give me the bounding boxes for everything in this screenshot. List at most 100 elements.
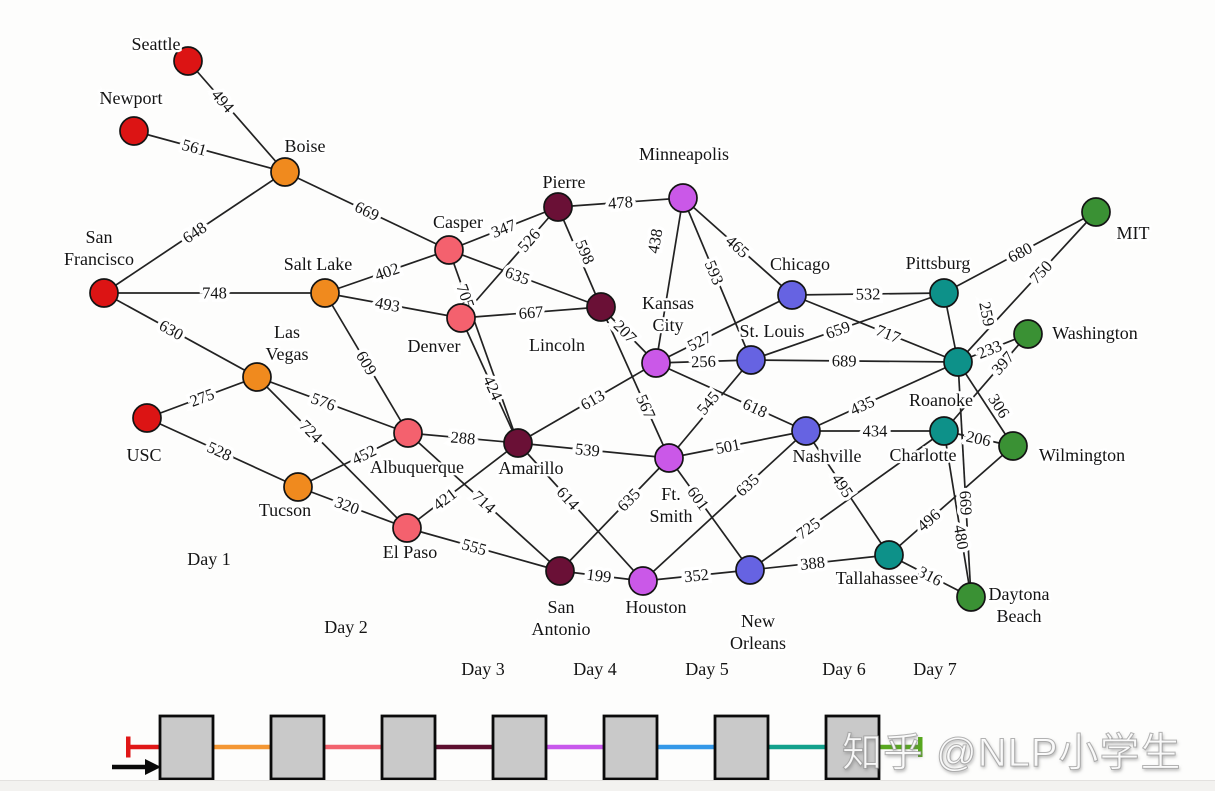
- city-node-no: [735, 555, 765, 585]
- edge-distance: 352: [683, 565, 710, 586]
- city-node-lv: [242, 362, 272, 392]
- city-label-new: Newport: [100, 88, 163, 108]
- edge-distance: 680: [1005, 238, 1036, 266]
- city-node-was: [1013, 319, 1043, 349]
- city-label-cha: Charlotte: [890, 445, 957, 465]
- edge-distance: 421: [429, 484, 460, 514]
- city-label-sf: Francisco: [64, 249, 134, 269]
- edge-new-boi: [133, 130, 286, 173]
- edge-min-stl: [682, 197, 752, 361]
- edge-distance: 526: [514, 225, 545, 256]
- edge-ep-ama: [406, 442, 519, 529]
- edge-chi-pit: [791, 292, 945, 296]
- city-node-pit: [929, 278, 959, 308]
- edge-tuc-ep: [297, 486, 408, 529]
- city-label-sa: Antonio: [531, 619, 590, 639]
- edge-distance: 438: [644, 227, 667, 254]
- edge-den-lin: [460, 306, 602, 319]
- city-label-ama: Amarillo: [499, 458, 564, 478]
- edge-distance: 402: [372, 258, 402, 284]
- city-node-slc: [310, 278, 340, 308]
- edge-distance: 320: [332, 492, 362, 518]
- city-label-pit: Pittsburg: [906, 253, 971, 273]
- city-node-ep: [392, 513, 422, 543]
- city-node-sf: [89, 278, 119, 308]
- edge-fts-no: [668, 457, 751, 571]
- edge-nas-tal: [805, 430, 890, 556]
- edge-kc-stl: [655, 359, 752, 364]
- city-node-cha: [929, 416, 959, 446]
- edge-fts-sa: [559, 457, 670, 572]
- city-label-kc: City: [652, 315, 683, 335]
- edge-distance: 316: [915, 562, 946, 590]
- city-label-cas: Casper: [433, 212, 483, 232]
- edge-stl-roa: [750, 359, 959, 363]
- city-label-fts: Ft.: [661, 484, 681, 504]
- city-node-sea: [173, 46, 203, 76]
- city-node-tuc: [283, 472, 313, 502]
- edge-cha-dab: [943, 430, 972, 598]
- edge-hou-no: [642, 569, 751, 582]
- edge-min-kc: [655, 197, 684, 364]
- edge-distance: 347: [489, 215, 519, 242]
- chain-end-terminator: [918, 737, 923, 757]
- edge-was-cha: [943, 333, 1029, 432]
- edge-roa-wil: [957, 361, 1014, 447]
- edge-chi-roa: [791, 294, 959, 363]
- city-label-wil: Wilmington: [1039, 445, 1125, 465]
- edge-pit-mit: [943, 211, 1097, 294]
- edge-no-tal: [749, 554, 890, 571]
- edge-tuc-alb: [297, 432, 409, 488]
- day-label-5: Day 5: [685, 659, 729, 679]
- edge-usc-tuc: [146, 417, 299, 488]
- city-label-min: Minneapolis: [639, 144, 729, 164]
- edge-distance: 435: [847, 392, 877, 420]
- edge-distance: 388: [799, 552, 826, 574]
- edge-pie-den: [460, 206, 559, 319]
- city-label-boi: Boise: [284, 136, 325, 156]
- edge-hou-nas: [642, 430, 807, 582]
- city-node-den: [446, 303, 476, 333]
- edge-distance: 717: [873, 320, 903, 347]
- city-node-hou: [628, 566, 658, 596]
- edge-alb-sa: [407, 432, 561, 572]
- city-label-roa: Roanoke: [909, 390, 973, 410]
- city-label-no: Orleans: [730, 633, 786, 653]
- rnn-chain: [112, 714, 923, 781]
- edge-kc-nas: [655, 362, 807, 432]
- chain-cell-3: [380, 714, 437, 781]
- edge-nas-roa: [805, 361, 959, 432]
- edges: [103, 60, 1097, 598]
- edge-den-ama: [460, 317, 519, 444]
- city-label-dab: Daytona: [989, 584, 1050, 604]
- city-node-fts: [654, 443, 684, 473]
- city-node-new: [119, 116, 149, 146]
- city-label-sf: San: [86, 227, 113, 247]
- edge-distance: 434: [863, 422, 888, 441]
- city-label-stl: St. Louis: [739, 321, 804, 341]
- city-label-den: Denver: [408, 336, 461, 356]
- day-label-1: Day 1: [187, 549, 231, 569]
- edge-lin-fts: [600, 306, 670, 459]
- day-label-3: Day 3: [461, 659, 505, 679]
- chain-cell-4: [491, 714, 548, 781]
- city-label-lin: Lincoln: [529, 335, 585, 355]
- city-node-lin: [586, 292, 616, 322]
- edge-distance: 618: [740, 394, 770, 422]
- city-node-chi: [777, 280, 807, 310]
- city-label-ep: El Paso: [383, 542, 438, 562]
- city-label-dab: Beach: [997, 606, 1042, 626]
- edge-distance: 494: [208, 85, 239, 116]
- watermark: 知乎 @NLP小学生: [842, 720, 1212, 776]
- edge-distance: 501: [714, 435, 742, 458]
- city-label-tal: Tallahassee: [836, 568, 919, 588]
- chain-cell-2: [269, 714, 326, 781]
- day-label-7: Day 7: [913, 659, 957, 679]
- chain-cell-6: [713, 714, 770, 781]
- edge-distance: 609: [352, 348, 381, 379]
- edge-cas-pie: [448, 206, 559, 251]
- edge-distance: 288: [450, 427, 476, 448]
- edge-no-cha: [749, 430, 945, 571]
- city-node-roa: [943, 347, 973, 377]
